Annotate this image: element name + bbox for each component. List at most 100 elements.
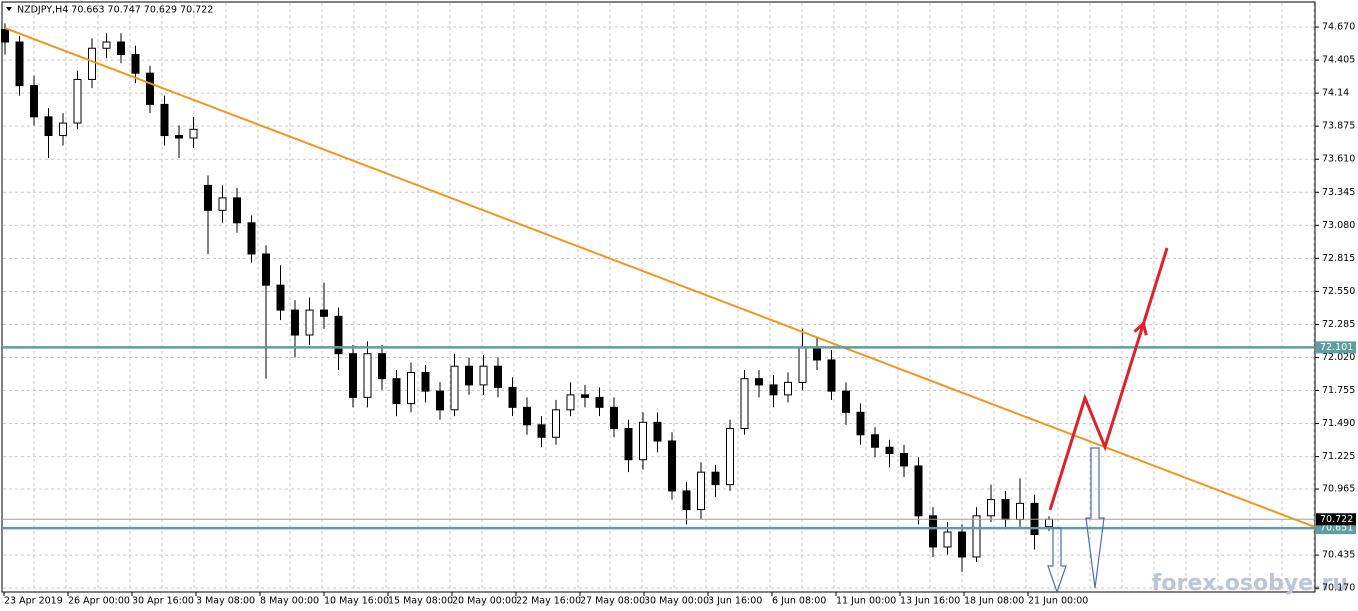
x-tick-label: 3 May 08:00 <box>196 596 255 607</box>
candle-body <box>566 394 575 411</box>
candle-body <box>769 384 778 396</box>
candle-body <box>653 421 662 442</box>
x-tick-label: 30 Apr 16:00 <box>132 596 194 607</box>
x-tick-label: 15 May 08:00 <box>388 596 453 607</box>
candle-body <box>639 421 647 461</box>
candle-body <box>30 85 38 118</box>
candle-body <box>479 365 488 386</box>
candle-body <box>1 29 9 43</box>
candle-body <box>117 41 125 55</box>
candle-body <box>827 359 836 392</box>
y-tick-label: 72.815 <box>1322 253 1355 264</box>
candle-body <box>15 41 24 87</box>
y-tick-label: 70.965 <box>1322 484 1355 495</box>
plot-area <box>1 23 1316 589</box>
candle-body <box>987 499 995 517</box>
x-tick-label: 30 May 00:00 <box>644 596 709 607</box>
candle-body <box>247 222 256 255</box>
trend-line <box>4 27 1316 528</box>
candle-body <box>320 309 328 317</box>
candle-body <box>349 353 357 398</box>
level-label-bg <box>1316 513 1356 526</box>
watermark: forex.osobye.ru <box>1152 571 1348 596</box>
candle-body <box>465 365 473 386</box>
candle-body <box>102 41 111 49</box>
y-tick-label: 74.670 <box>1322 22 1355 33</box>
y-tick-label: 72.550 <box>1322 286 1355 297</box>
candle-body <box>204 184 212 211</box>
candle-body <box>421 371 430 392</box>
candle-body <box>407 371 415 405</box>
candle-body <box>218 197 227 211</box>
x-tick-label: 21 Jun 00:00 <box>1028 596 1088 607</box>
candle-body <box>784 381 792 396</box>
candle-body <box>610 406 618 430</box>
candle-body <box>88 47 96 80</box>
candle-body <box>726 428 734 486</box>
candle-body <box>73 78 82 124</box>
chart-title: NZDJPY,H4 70.663 70.747 70.629 70.722 <box>17 5 213 16</box>
candle-body <box>160 103 169 137</box>
candle-body <box>305 309 314 336</box>
down-arrow <box>1085 447 1105 589</box>
candle-body <box>595 396 604 408</box>
x-tick-label: 23 Apr 2019 <box>4 596 63 607</box>
y-tick-label: 74.405 <box>1322 55 1355 66</box>
candle-body <box>552 409 560 438</box>
y-tick-label: 73.345 <box>1322 187 1355 198</box>
candle-body <box>508 386 517 408</box>
candle-body <box>755 378 763 386</box>
y-tick-label: 71.225 <box>1322 451 1355 462</box>
x-tick-label: 13 Jun 16:00 <box>900 596 960 607</box>
candle-body <box>914 465 923 517</box>
x-tick-label: 20 May 00:00 <box>452 596 517 607</box>
candle-body <box>363 353 372 398</box>
candle-body <box>711 471 720 486</box>
y-tick-label: 72.020 <box>1322 352 1355 363</box>
candle-body <box>262 253 270 286</box>
y-tick-label: 73.080 <box>1322 220 1355 231</box>
candle-body <box>740 378 749 430</box>
y-tick-label: 73.610 <box>1322 154 1355 165</box>
candle-body <box>697 471 705 511</box>
y-tick-label: 73.875 <box>1322 121 1355 132</box>
level-label: 70.722 <box>1320 514 1353 525</box>
candle-body <box>131 53 140 74</box>
candle-body <box>842 390 850 413</box>
candle-body <box>958 531 966 558</box>
candle-body <box>581 394 589 398</box>
candle-body <box>334 315 343 355</box>
y-tick-label: 74.14 <box>1322 88 1349 99</box>
candle-body <box>1016 502 1024 521</box>
candle-body <box>856 411 865 436</box>
candle-body <box>871 434 879 448</box>
y-tick-label: 71.490 <box>1322 418 1355 429</box>
down-arrow <box>1047 527 1067 594</box>
candle-body <box>537 424 546 438</box>
candle-body <box>1045 518 1053 528</box>
level-label-bg <box>1316 341 1356 354</box>
level-label: 70.651 <box>1320 523 1353 534</box>
y-tick-label: 70.435 <box>1322 550 1355 561</box>
x-tick-label: 6 Jun 08:00 <box>772 596 826 607</box>
x-tick-label: 27 May 08:00 <box>580 596 645 607</box>
candle-body <box>494 365 502 388</box>
menu-triangle <box>6 7 12 11</box>
candle-body <box>682 490 691 511</box>
candle-body <box>798 346 807 383</box>
candle-body <box>900 452 908 467</box>
x-tick-label: 26 Apr 00:00 <box>68 596 130 607</box>
y-tick-label: 71.755 <box>1322 385 1355 396</box>
candle-body <box>1001 499 1010 521</box>
candle-body <box>291 309 299 336</box>
candle-body <box>523 406 531 426</box>
candle-body <box>276 284 285 311</box>
candle-body <box>59 122 67 137</box>
level-label: 72.101 <box>1320 342 1353 353</box>
plot-frame <box>1 1 1316 593</box>
forecast-path <box>1048 247 1169 511</box>
x-tick-label: 18 Jun 08:00 <box>964 596 1024 607</box>
candle-body <box>378 353 386 380</box>
y-tick-label: 70.170 <box>1322 583 1355 594</box>
